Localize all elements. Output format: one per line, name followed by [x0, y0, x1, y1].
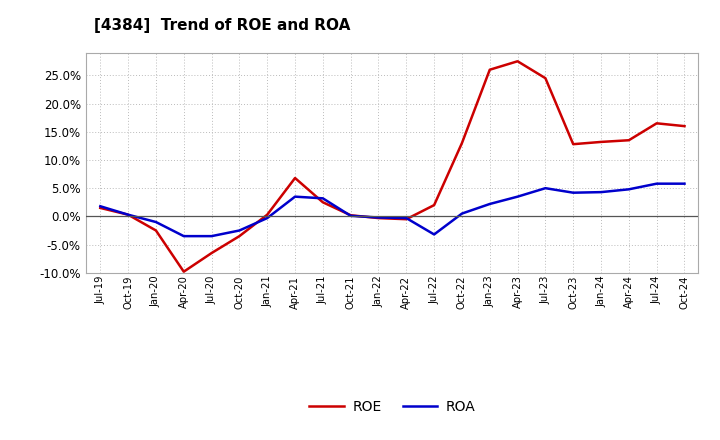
ROA	[152, 220, 161, 225]
Line: ROE: ROE	[100, 61, 685, 271]
ROE	[179, 269, 188, 274]
ROE	[291, 176, 300, 181]
ROA	[430, 232, 438, 237]
ROA	[291, 194, 300, 199]
ROE	[485, 67, 494, 72]
ROE	[680, 124, 689, 129]
ROA	[318, 196, 327, 201]
ROA	[624, 187, 633, 192]
ROA	[235, 228, 243, 233]
ROE	[152, 228, 161, 233]
ROA	[569, 190, 577, 195]
ROE	[318, 200, 327, 205]
ROE	[235, 234, 243, 239]
ROA	[96, 204, 104, 209]
ROA	[485, 202, 494, 207]
ROA	[124, 212, 132, 217]
ROA	[402, 216, 410, 221]
ROE	[430, 202, 438, 208]
Text: [4384]  Trend of ROE and ROA: [4384] Trend of ROE and ROA	[94, 18, 350, 33]
Line: ROA: ROA	[100, 183, 685, 236]
ROE	[96, 205, 104, 211]
ROA	[458, 211, 467, 216]
ROE	[569, 142, 577, 147]
ROE	[458, 140, 467, 146]
ROE	[402, 216, 410, 222]
ROE	[652, 121, 661, 126]
ROE	[513, 59, 522, 64]
ROA	[680, 181, 689, 186]
ROA	[374, 215, 383, 220]
ROA	[207, 234, 216, 239]
ROA	[652, 181, 661, 186]
ROA	[263, 216, 271, 221]
ROA	[513, 194, 522, 199]
ROA	[179, 234, 188, 239]
ROE	[624, 138, 633, 143]
ROA	[346, 213, 355, 219]
ROA	[541, 186, 550, 191]
ROE	[124, 212, 132, 217]
ROE	[263, 212, 271, 217]
ROE	[346, 213, 355, 218]
ROA	[597, 190, 606, 195]
Legend: ROE, ROA: ROE, ROA	[304, 394, 481, 419]
ROE	[207, 250, 216, 256]
ROE	[374, 216, 383, 221]
ROE	[541, 76, 550, 81]
ROE	[597, 139, 606, 145]
